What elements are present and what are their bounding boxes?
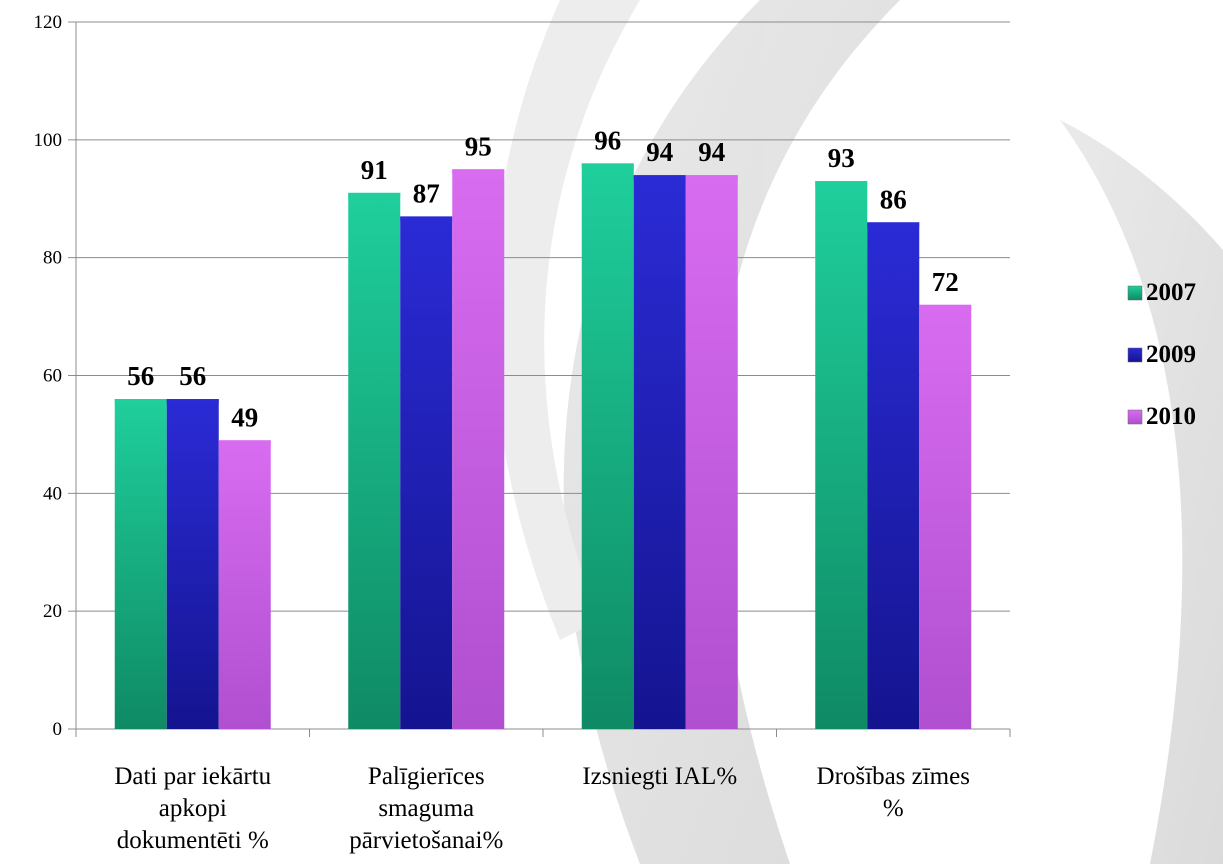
legend-label: 2010 <box>1146 403 1196 430</box>
bar-top-bevel <box>867 222 920 228</box>
data-label: 95 <box>465 131 492 161</box>
data-label: 56 <box>179 361 206 391</box>
bar-top-bevel <box>114 399 167 405</box>
legend: 2007 2009 2010 <box>1127 279 1196 430</box>
data-label: 87 <box>413 178 440 208</box>
bar-2010 <box>919 304 972 729</box>
data-label: 72 <box>932 267 959 297</box>
bar-2007 <box>114 399 167 729</box>
category-label: dokumentēti % <box>117 827 269 854</box>
bar-top-bevel <box>685 175 738 181</box>
bar-2010 <box>452 169 505 729</box>
bar-2009 <box>867 222 920 730</box>
category-label: Palīgierīces <box>368 763 485 790</box>
bar-top-bevel <box>400 216 453 222</box>
y-tick-label: 20 <box>43 601 62 622</box>
legend-swatch <box>1127 347 1143 363</box>
bar-2010 <box>685 175 738 729</box>
data-label: 96 <box>594 125 621 155</box>
data-label: 56 <box>127 361 154 391</box>
y-tick-label: 0 <box>53 719 63 740</box>
category-label: Drošības zīmes <box>817 763 970 790</box>
bar-2009 <box>633 175 686 729</box>
data-label: 94 <box>646 137 673 167</box>
category-label: pārvietošanai% <box>349 827 503 854</box>
bar-top-bevel <box>919 304 972 310</box>
bar-top-bevel <box>166 399 219 405</box>
category-label: Dati par iekārtu <box>114 763 271 790</box>
bar-top-bevel <box>815 181 868 187</box>
bar-top-bevel <box>633 175 686 181</box>
legend-swatch <box>1127 409 1143 425</box>
y-tick-label: 100 <box>34 130 63 151</box>
y-tick-label: 60 <box>43 366 62 387</box>
category-label: apkopi <box>159 795 227 822</box>
data-label: 49 <box>231 402 258 432</box>
bar-top-bevel <box>218 440 271 446</box>
y-tick-label: 120 <box>34 12 63 33</box>
y-tick-label: 40 <box>43 483 62 504</box>
data-labels: 56 56 49 91 87 95 96 94 94 93 86 72 <box>127 125 959 432</box>
bar-top-bevel <box>452 169 505 175</box>
bar-top-bevel <box>348 192 401 198</box>
bar-2007 <box>581 163 634 729</box>
data-label: 94 <box>698 137 725 167</box>
legend-label: 2009 <box>1146 341 1196 368</box>
y-tick-label: 80 <box>43 248 62 269</box>
data-label: 93 <box>828 143 855 173</box>
legend-swatch <box>1127 285 1143 301</box>
bar-top-bevel <box>581 163 634 169</box>
category-label: smaguma <box>378 795 474 822</box>
bars <box>114 163 972 730</box>
category-label: Izsniegti IAL% <box>582 763 737 790</box>
category-label: % <box>883 795 904 822</box>
data-label: 91 <box>361 155 388 185</box>
bar-2009 <box>166 399 219 729</box>
x-axis-categories: Dati par iekārtu apkopi dokumentēti % Palīg… <box>114 763 970 854</box>
data-label: 86 <box>880 184 907 214</box>
bar-2007 <box>348 192 401 729</box>
legend-label: 2007 <box>1146 279 1196 306</box>
bar-2009 <box>400 216 453 730</box>
bar-2007 <box>815 181 868 729</box>
bar-2010 <box>218 440 271 729</box>
